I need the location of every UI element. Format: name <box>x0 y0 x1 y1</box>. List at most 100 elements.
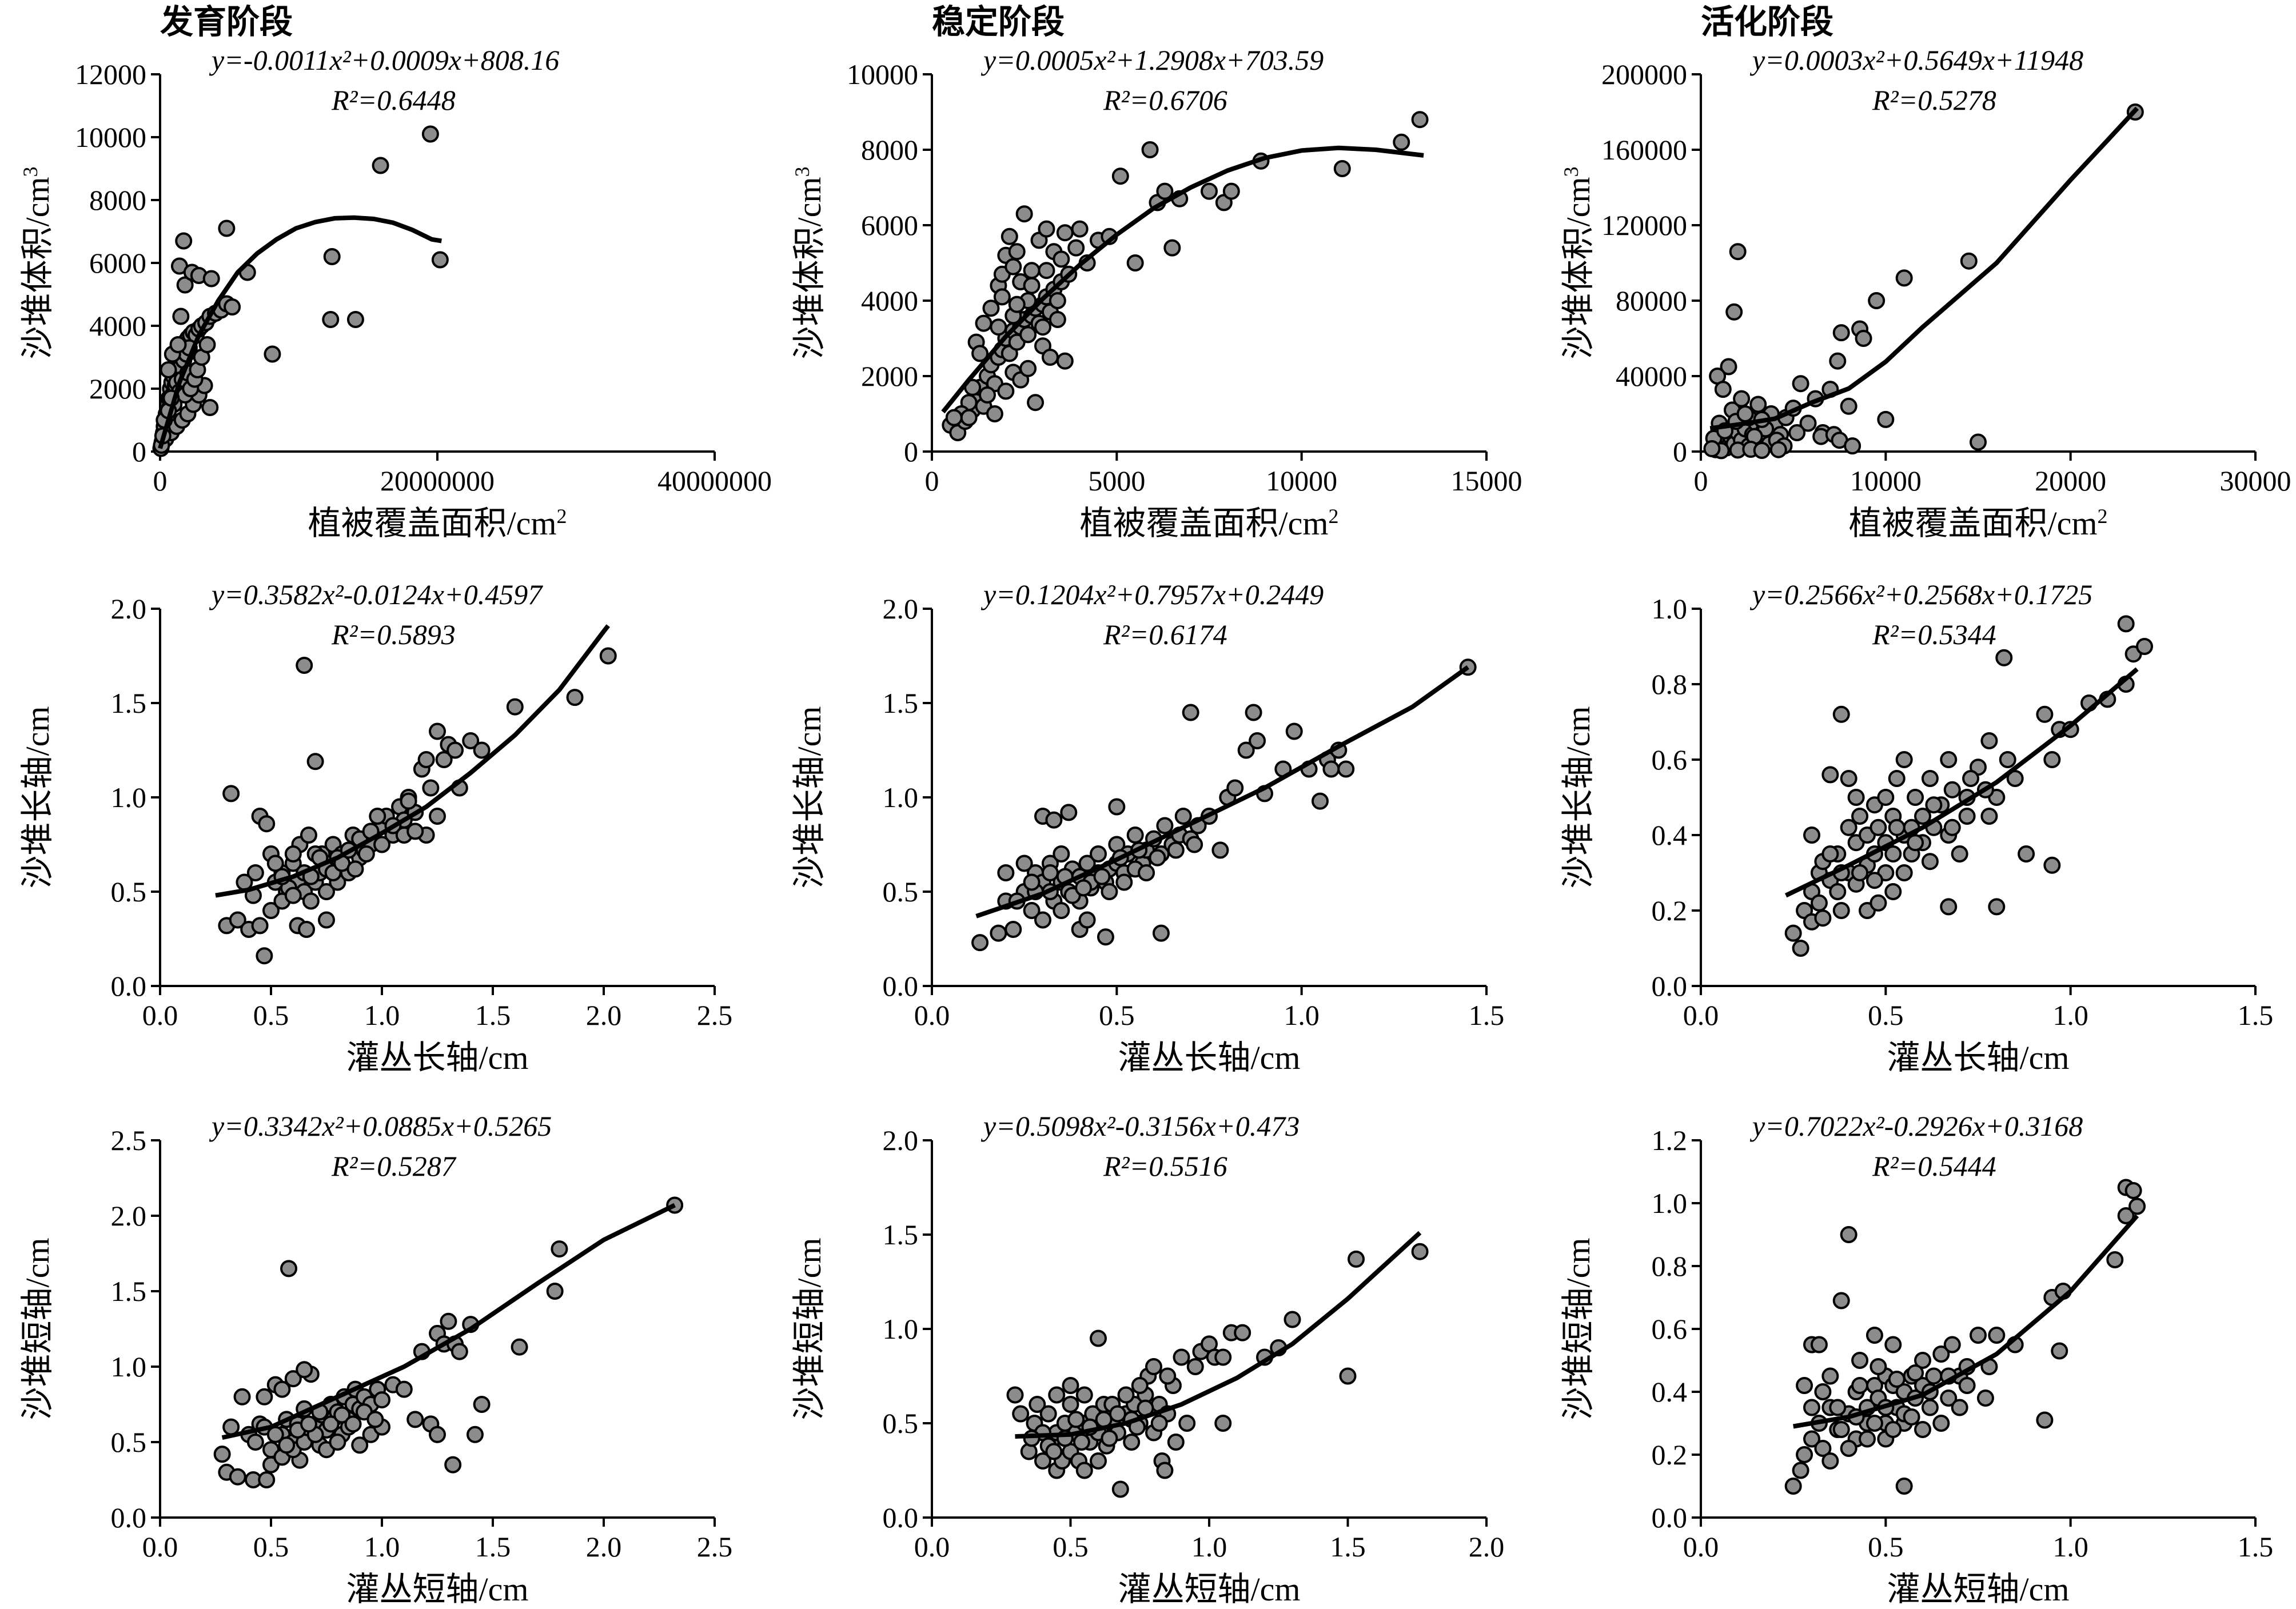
y-tick-label: 0.4 <box>1652 819 1688 851</box>
data-point <box>1980 732 1998 749</box>
y-axis-label: 沙堆短轴/cm <box>1560 1238 1597 1420</box>
data-point <box>1829 1399 1847 1416</box>
data-point <box>1056 224 1074 242</box>
data-point <box>2124 1182 2142 1199</box>
data-point <box>1749 396 1767 413</box>
data-point <box>1062 1396 1079 1413</box>
data-point <box>1769 441 1787 458</box>
data-point <box>429 722 446 740</box>
r-squared-label: R²=0.5287 <box>331 1150 457 1182</box>
x-tick-label: 1.5 <box>1330 1531 1366 1563</box>
data-point <box>1214 1348 1232 1366</box>
x-tick-label: 0.0 <box>1683 999 1719 1031</box>
data-point <box>1784 1478 1802 1495</box>
y-tick-label: 0.5 <box>883 1407 919 1439</box>
data-point <box>1186 1358 1204 1375</box>
data-point <box>1792 940 1809 957</box>
data-point <box>369 808 386 825</box>
data-point <box>1907 834 1924 852</box>
data-point <box>1940 751 1958 768</box>
data-point <box>1075 1462 1093 1479</box>
y-tick-label: 0.2 <box>1652 1439 1688 1471</box>
data-point <box>1960 252 1978 270</box>
x-axis-label-superscript: 2 <box>556 505 567 528</box>
data-point <box>229 911 246 929</box>
data-point <box>1940 898 1958 916</box>
data-point <box>1907 1364 1924 1382</box>
y-tick-label: 0.5 <box>883 876 919 908</box>
x-axis-label: 灌丛长轴/cm <box>1118 1039 1301 1076</box>
data-point <box>1840 1440 1857 1457</box>
x-tick-label: 15000 <box>1451 465 1522 497</box>
x-axis-label-superscript: 2 <box>1328 505 1338 528</box>
data-point <box>1023 873 1041 891</box>
y-tick-label: 1.0 <box>111 781 147 813</box>
x-tick-label: 5000 <box>1088 465 1145 497</box>
data-point <box>421 125 439 143</box>
data-point <box>1932 1415 1950 1432</box>
y-tick-label: 0.5 <box>111 876 147 908</box>
data-point <box>429 1426 446 1443</box>
data-point <box>1859 1430 1876 1448</box>
x-tick-label: 2.0 <box>586 999 622 1031</box>
y-tick-label: 160000 <box>1601 134 1687 166</box>
data-point <box>1006 1386 1024 1404</box>
data-point <box>1075 879 1093 897</box>
data-point <box>1023 902 1041 919</box>
data-point <box>2036 705 2054 723</box>
data-point <box>1976 1390 1994 1407</box>
fit-curve <box>1015 1231 1422 1439</box>
data-point <box>1796 1377 1813 1394</box>
data-point <box>1821 766 1839 784</box>
data-point <box>1234 1324 1251 1342</box>
data-point <box>172 308 190 325</box>
data-point <box>1041 349 1059 366</box>
x-tick-label: 1.5 <box>475 1531 511 1563</box>
data-point <box>971 934 989 952</box>
data-point <box>1322 760 1340 778</box>
fit-curve <box>1784 667 2139 898</box>
y-tick-label: 1.5 <box>111 687 147 719</box>
y-tick-label: 4000 <box>89 310 146 342</box>
data-point <box>1884 883 1902 900</box>
data-point <box>395 1380 413 1398</box>
y-tick-label: 2.0 <box>111 1200 147 1232</box>
data-point <box>1921 1399 1939 1416</box>
data-point <box>1222 182 1240 200</box>
data-point <box>986 405 1003 422</box>
x-tick-label: 30000 <box>2220 465 2291 497</box>
data-point <box>1245 704 1262 721</box>
data-point <box>1840 819 1857 836</box>
data-point <box>366 1411 384 1428</box>
data-point <box>1940 1390 1958 1407</box>
fit-curve <box>941 145 1424 414</box>
data-point <box>1049 311 1066 328</box>
data-point <box>1796 1446 1813 1463</box>
data-point <box>1914 1352 1931 1369</box>
y-axis-label-text: 沙堆体积/cm <box>791 177 828 360</box>
data-point <box>258 1471 276 1488</box>
x-axis-label: 灌丛短轴/cm <box>1887 1571 2070 1608</box>
data-point <box>1045 1443 1063 1460</box>
y-tick-label: 1.0 <box>1652 593 1688 625</box>
y-tick-label: 2000 <box>89 373 146 405</box>
x-tick-label: 1.5 <box>475 999 511 1031</box>
x-tick-label: 0.5 <box>1868 999 1904 1031</box>
data-point <box>1958 1377 1976 1394</box>
data-point <box>1201 182 1218 200</box>
x-tick-label: 1.0 <box>1191 1531 1227 1563</box>
data-point <box>1174 808 1192 825</box>
scatter-panel-5: 0.0 0.5 1.0 1.5 2.0 0.0 0.5 1.0 1.5 灌丛长轴/cm 沙堆长轴/c… <box>791 578 1504 1076</box>
data-point <box>1182 704 1199 721</box>
data-point <box>1895 269 1913 287</box>
data-point <box>1851 864 1869 881</box>
stage-title: 活化阶段 <box>1701 3 1833 41</box>
data-point <box>417 751 435 768</box>
fit-curve <box>1793 1214 2139 1429</box>
data-point <box>1027 394 1045 412</box>
data-point <box>451 1343 468 1360</box>
data-point <box>1012 1405 1030 1423</box>
data-point <box>1832 324 1850 342</box>
data-point <box>975 314 992 332</box>
